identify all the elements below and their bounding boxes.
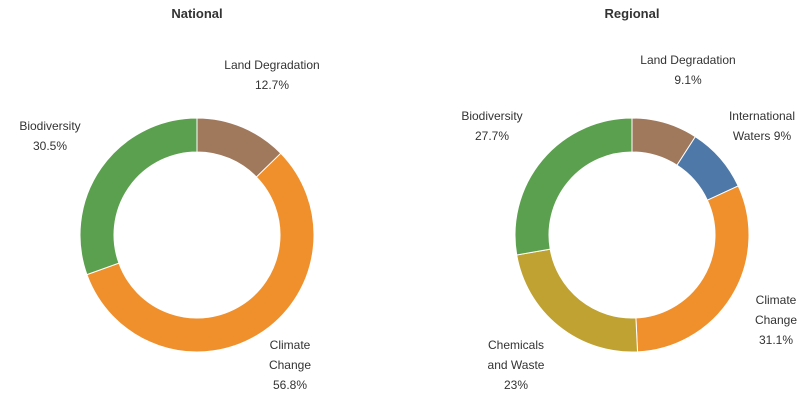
chart-title: Regional xyxy=(604,6,660,21)
category-name: Biodiversity xyxy=(461,109,523,123)
value-label: 27.7% xyxy=(474,129,510,143)
value-label: 31.1% xyxy=(758,333,794,347)
value-label: 56.8% xyxy=(272,378,308,392)
category-name: Chemicals and Waste xyxy=(487,338,545,372)
category-name: Climate Change xyxy=(268,338,312,372)
segment-label: Climate Change 56.8% xyxy=(255,335,325,395)
donut-segment xyxy=(635,185,750,353)
segment-label: International Waters 9% xyxy=(715,106,810,146)
value-label: 30.5% xyxy=(32,139,68,153)
category-name: International Waters xyxy=(728,109,796,143)
segment-label: Chemicals and Waste 23% xyxy=(481,335,551,395)
category-name: Land Degradation xyxy=(640,53,736,67)
segment-label: Climate Change 31.1% xyxy=(746,290,806,350)
category-name: Land Degradation xyxy=(224,58,320,72)
chart-title: National xyxy=(171,6,223,21)
value-label: 23% xyxy=(503,378,529,392)
donut-segment xyxy=(86,152,315,353)
value-label: 9.1% xyxy=(674,73,702,87)
donut-segment xyxy=(514,117,633,256)
segment-label: Biodiversity 27.7% xyxy=(447,106,537,146)
category-name: Climate Change xyxy=(754,293,798,327)
value-label: 12.7% xyxy=(254,78,290,92)
segment-label: Land Degradation 9.1% xyxy=(638,50,738,90)
value-label: 9% xyxy=(773,129,792,143)
category-name: Biodiversity xyxy=(19,119,81,133)
segment-label: Biodiversity 30.5% xyxy=(5,116,95,156)
donut-segment xyxy=(79,117,198,276)
segment-label: Land Degradation 12.7% xyxy=(222,55,322,95)
